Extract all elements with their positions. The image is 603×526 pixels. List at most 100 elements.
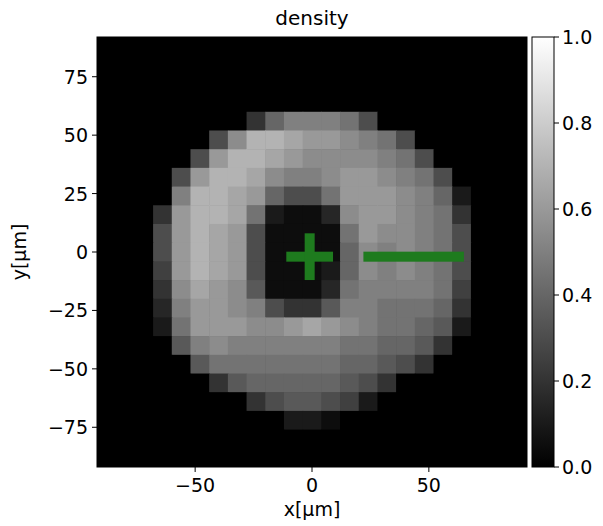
- heatmap-cell: [134, 317, 153, 336]
- heatmap-cell: [209, 93, 228, 112]
- heatmap-cell: [359, 336, 378, 355]
- heatmap-cell: [172, 37, 191, 56]
- heatmap-cell: [490, 93, 509, 112]
- heatmap-cell: [452, 93, 471, 112]
- heatmap-cell: [340, 224, 359, 243]
- heatmap-cell: [415, 224, 434, 243]
- heatmap-cell: [471, 355, 490, 374]
- heatmap-cell: [265, 74, 284, 93]
- heatmap-cell: [340, 355, 359, 374]
- heatmap-cell: [340, 168, 359, 187]
- heatmap-cell: [321, 168, 340, 187]
- heatmap-cell: [303, 37, 322, 56]
- heatmap-cell: [153, 112, 172, 131]
- heatmap-cell: [415, 149, 434, 168]
- cross-vertical: [305, 233, 315, 280]
- heatmap-cell: [396, 355, 415, 374]
- heatmap-cell: [490, 317, 509, 336]
- heatmap-cell: [172, 280, 191, 299]
- heatmap-cell: [490, 392, 509, 411]
- heatmap-cell: [452, 336, 471, 355]
- heatmap-cell: [134, 224, 153, 243]
- heatmap-cell: [340, 93, 359, 112]
- heatmap-cell: [284, 187, 303, 206]
- heatmap-cell: [471, 448, 490, 467]
- heatmap-cell: [471, 430, 490, 449]
- heatmap-cell: [228, 411, 247, 430]
- heatmap-cell: [228, 317, 247, 336]
- heatmap-cell: [228, 355, 247, 374]
- heatmap-cell: [490, 224, 509, 243]
- heatmap-cell: [247, 448, 266, 467]
- heatmap-cell: [471, 56, 490, 75]
- heatmap-cell: [172, 411, 191, 430]
- heatmap-cell: [97, 74, 116, 93]
- heatmap-cell: [490, 112, 509, 131]
- heatmap-cell: [97, 299, 116, 318]
- heatmap-cell: [97, 37, 116, 56]
- heatmap-cell: [134, 243, 153, 262]
- heatmap-cell: [247, 261, 266, 280]
- colorbar-tick: [554, 381, 559, 382]
- heatmap-cell: [359, 93, 378, 112]
- heatmap-cell: [190, 205, 209, 224]
- heatmap-cell: [340, 130, 359, 149]
- heatmap-cell: [153, 355, 172, 374]
- y-tick-label: 0: [76, 241, 88, 263]
- heatmap-cell: [340, 112, 359, 131]
- heatmap-cell: [321, 317, 340, 336]
- heatmap-cell: [172, 317, 191, 336]
- heatmap-cell: [284, 392, 303, 411]
- heatmap-cell: [359, 74, 378, 93]
- heatmap-cell: [359, 130, 378, 149]
- heatmap-cell: [434, 448, 453, 467]
- heatmap-cell: [116, 392, 135, 411]
- heatmap-cell: [340, 205, 359, 224]
- heatmap-cell: [153, 430, 172, 449]
- heatmap-cell: [340, 56, 359, 75]
- heatmap-cell: [116, 130, 135, 149]
- heatmap-cell: [153, 187, 172, 206]
- heatmap-cell: [247, 130, 266, 149]
- heatmap-cell: [265, 411, 284, 430]
- heatmap-cell: [190, 374, 209, 393]
- heatmap-cell: [116, 243, 135, 262]
- heatmap-cell: [340, 392, 359, 411]
- heatmap-cell: [340, 243, 359, 262]
- segment-marker: [363, 252, 463, 262]
- heatmap-cell: [340, 448, 359, 467]
- heatmap-cell: [490, 74, 509, 93]
- heatmap-cell: [321, 411, 340, 430]
- x-tick-label: 50: [417, 474, 441, 496]
- heatmap-cell: [359, 411, 378, 430]
- heatmap-cell: [471, 112, 490, 131]
- heatmap-cell: [284, 74, 303, 93]
- heatmap-cell: [452, 261, 471, 280]
- heatmap-cell: [172, 187, 191, 206]
- heatmap-cell: [396, 317, 415, 336]
- heatmap-cell: [172, 374, 191, 393]
- heatmap-cell: [190, 261, 209, 280]
- heatmap-cell: [97, 149, 116, 168]
- heatmap-cell: [190, 355, 209, 374]
- heatmap-cell: [377, 168, 396, 187]
- heatmap-cell: [377, 130, 396, 149]
- heatmap-cell: [153, 336, 172, 355]
- heatmap-cell: [228, 56, 247, 75]
- heatmap-cell: [134, 149, 153, 168]
- heatmap-cell: [508, 130, 527, 149]
- heatmap-cell: [434, 355, 453, 374]
- heatmap-cell: [284, 168, 303, 187]
- heatmap-cell: [508, 243, 527, 262]
- heatmap-cell: [190, 411, 209, 430]
- heatmap-cell: [265, 448, 284, 467]
- heatmap-cell: [415, 430, 434, 449]
- heatmap-cell: [228, 93, 247, 112]
- heatmap-cell: [303, 205, 322, 224]
- heatmap-cell: [97, 411, 116, 430]
- heatmap-cell: [415, 411, 434, 430]
- heatmap-cell: [359, 149, 378, 168]
- heatmap-cell: [508, 149, 527, 168]
- x-axis-label: x[µm]: [284, 498, 341, 520]
- heatmap-cell: [508, 224, 527, 243]
